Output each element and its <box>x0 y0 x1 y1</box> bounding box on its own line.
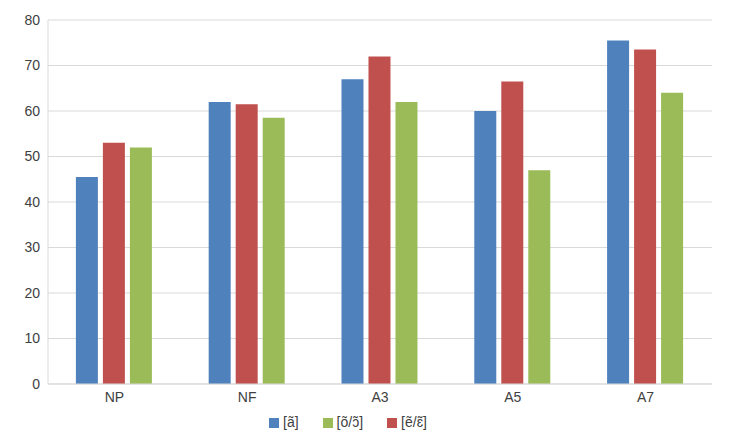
html-text:[ẽ/ɛ̃]: [ẽ/ɛ̃] <box>401 414 427 430</box>
svg-text:A7: A7 <box>637 389 654 405</box>
svg-text:60: 60 <box>24 103 40 119</box>
svg-text:A3: A3 <box>371 389 388 405</box>
svg-text:NF: NF <box>238 389 257 405</box>
svg-text:50: 50 <box>24 148 40 164</box>
svg-text:30: 30 <box>24 239 40 255</box>
svg-text:0: 0 <box>32 376 40 392</box>
svg-text:10: 10 <box>24 330 40 346</box>
html-text:[õ/ɔ̃]: [õ/ɔ̃] <box>336 414 364 430</box>
svg-text:70: 70 <box>24 57 40 73</box>
svg-text:A5: A5 <box>504 389 521 405</box>
svg-text:20: 20 <box>24 285 40 301</box>
html-text:[ã]: [ã] <box>283 414 299 430</box>
svg-text:80: 80 <box>24 12 40 28</box>
svg-text:40: 40 <box>24 194 40 210</box>
svg-text:NP: NP <box>105 389 124 405</box>
